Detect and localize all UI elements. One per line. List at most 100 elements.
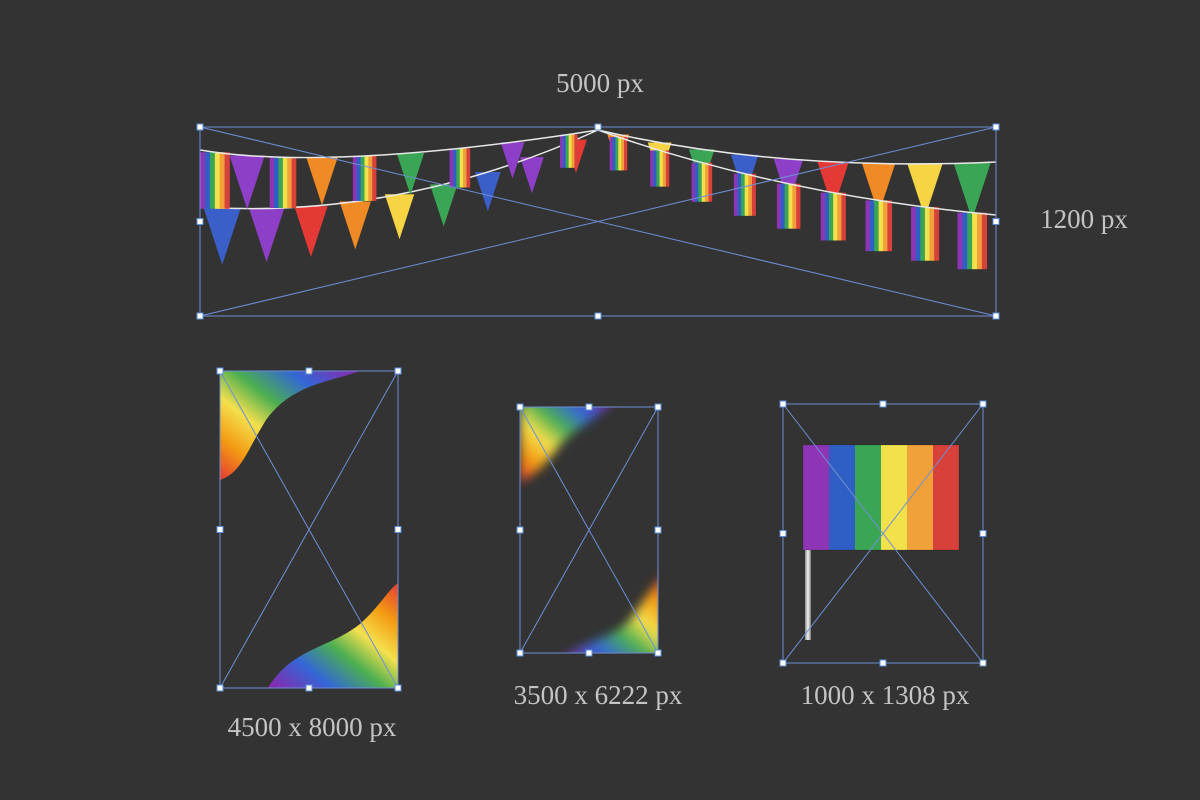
pennant-stripe xyxy=(874,200,879,252)
pennant-stripe xyxy=(744,173,749,216)
phone-frame xyxy=(519,406,659,654)
handle xyxy=(585,649,593,657)
pennant-stripe xyxy=(967,212,973,270)
handle xyxy=(394,684,402,692)
pennant-stripe xyxy=(372,156,377,201)
pennant xyxy=(953,162,991,220)
handle xyxy=(654,526,662,534)
pennant-stripe xyxy=(456,148,461,188)
item-label: 1000 x 1308 px xyxy=(801,680,970,710)
handle xyxy=(654,649,662,657)
handle xyxy=(394,526,402,533)
handle xyxy=(394,367,402,375)
pennant-stripe xyxy=(612,137,616,171)
handle xyxy=(594,312,602,320)
pennant-stripe xyxy=(776,183,782,229)
pennant-stripe xyxy=(976,212,983,270)
pennant-stripe xyxy=(205,152,211,209)
handle xyxy=(305,367,313,375)
pennant xyxy=(429,184,458,227)
pennant-stripe xyxy=(282,157,288,209)
pennant xyxy=(907,163,943,218)
handle xyxy=(979,659,987,667)
pennant-stripe xyxy=(837,192,842,241)
pennant-stripe xyxy=(665,150,670,187)
handle xyxy=(979,530,987,537)
pennant xyxy=(339,201,371,250)
pennant-stripe xyxy=(911,207,916,261)
pennant-stripe xyxy=(356,156,361,201)
handle xyxy=(196,312,204,320)
pennant-stripe xyxy=(650,150,654,187)
pennant-stripe xyxy=(865,200,871,252)
pennant-stripe xyxy=(214,152,221,209)
handle xyxy=(992,123,1000,131)
pennant-stripe xyxy=(780,183,785,229)
pennant xyxy=(475,172,501,212)
pennant-stripe xyxy=(915,207,921,261)
pennant-stripe xyxy=(748,173,753,216)
pennant-stripe xyxy=(784,183,789,229)
pennant-stripe xyxy=(659,150,664,187)
pennant-stripe xyxy=(269,157,275,209)
handle xyxy=(992,312,1000,320)
pennant-stripe xyxy=(924,207,930,261)
pennant xyxy=(203,208,241,265)
pennant-stripe xyxy=(615,137,619,171)
pennant-stripe xyxy=(571,134,575,168)
pennant-stripe xyxy=(287,157,292,209)
handle xyxy=(594,123,602,131)
pennant-stripe xyxy=(882,200,888,252)
handle xyxy=(979,400,987,408)
pennant-stripe xyxy=(291,157,297,209)
pennant-stripe xyxy=(352,156,358,201)
pennant xyxy=(229,155,265,210)
pennant-stripe xyxy=(788,183,793,229)
handle xyxy=(516,649,524,657)
handle xyxy=(216,526,224,533)
pennant-stripe xyxy=(360,156,365,201)
handle xyxy=(879,659,887,667)
pennant xyxy=(306,157,338,206)
item-label: 4500 x 8000 px xyxy=(228,712,397,742)
pennant-stripe xyxy=(453,148,457,188)
pennant-stripe xyxy=(829,192,834,241)
pennant xyxy=(384,194,415,240)
pennant-stripe xyxy=(929,207,935,261)
pennant-stripe xyxy=(708,162,713,202)
pennant xyxy=(294,206,328,258)
pennant-stripe xyxy=(624,137,628,171)
pennant xyxy=(396,152,425,196)
pennant-stripe xyxy=(792,183,797,229)
pennant xyxy=(773,159,804,204)
pennant-stripe xyxy=(887,200,893,252)
handle xyxy=(879,400,887,408)
pennant-stripe xyxy=(878,200,884,252)
pennant-stripe xyxy=(274,157,279,209)
handle xyxy=(216,367,224,375)
handle xyxy=(216,684,224,692)
story-frame xyxy=(219,370,399,689)
pennant-stripe xyxy=(463,148,467,188)
pennant-stripe xyxy=(741,173,745,216)
pennant-stripe xyxy=(466,148,471,188)
handle xyxy=(516,526,524,534)
height-label: 1200 px xyxy=(1040,204,1128,234)
pennant-stripe xyxy=(568,134,572,168)
pennant-stripe xyxy=(560,134,564,168)
pennant-stripe xyxy=(981,212,988,270)
pennant-stripe xyxy=(957,212,963,270)
pennant-stripe xyxy=(656,150,660,187)
pennant-stripe xyxy=(209,152,216,209)
pennant-stripe xyxy=(449,148,454,188)
handle xyxy=(779,530,787,537)
pennant-stripe xyxy=(701,162,706,202)
pennant-stripe xyxy=(565,134,569,168)
pennant-stripe xyxy=(278,157,284,209)
pennant-stripe xyxy=(219,152,225,209)
handle xyxy=(992,218,1000,225)
pennant-stripe xyxy=(833,192,838,241)
pennant-stripe xyxy=(562,134,567,168)
pennant-stripe xyxy=(618,137,622,171)
